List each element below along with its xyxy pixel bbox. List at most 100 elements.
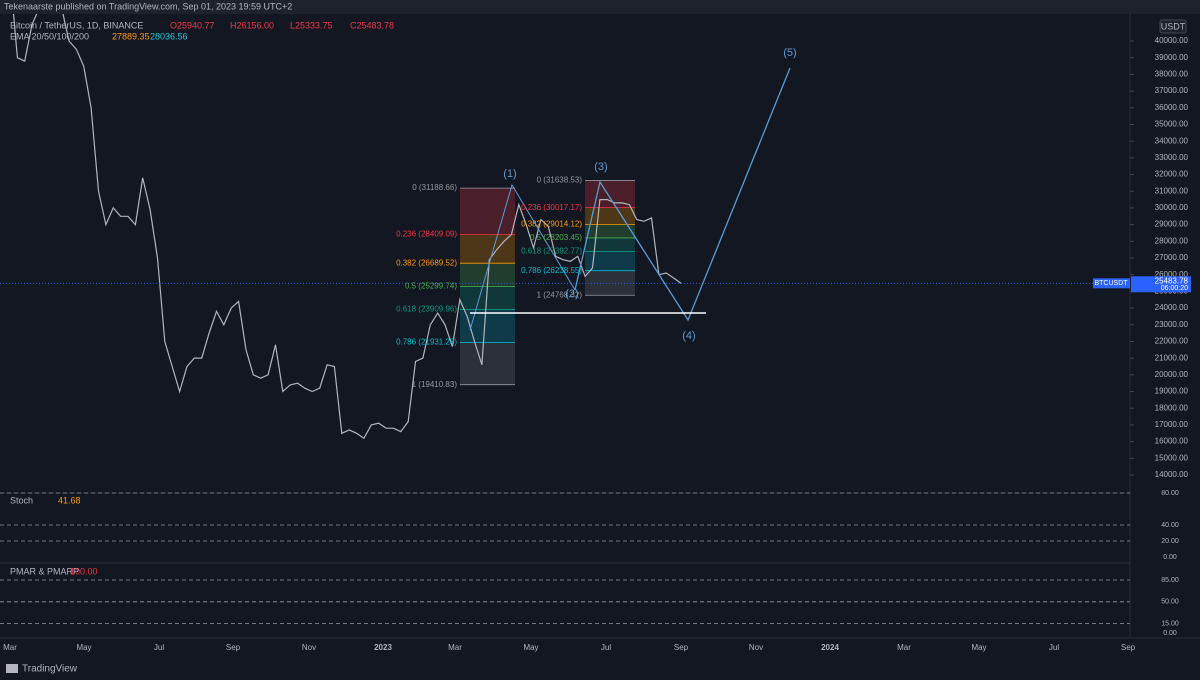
x-tick-label: Mar [448, 643, 462, 652]
fib-label: 0.618 (23909.96) [396, 305, 457, 314]
x-tick-label: Jul [601, 643, 611, 652]
main-pane [0, 14, 1130, 440]
countdown: 06:00:20 [1161, 285, 1188, 292]
x-tick-label: Jul [154, 643, 164, 652]
x-tick-label: Nov [749, 643, 763, 652]
x-tick-label: Mar [3, 643, 17, 652]
y-tick-label: 14000.00 [1155, 470, 1189, 479]
fib-band [585, 224, 635, 238]
y-tick-label: 39000.00 [1155, 53, 1189, 62]
y-tick-label: 15000.00 [1155, 453, 1189, 462]
x-tick-label: May [76, 643, 91, 652]
fib-band [585, 251, 635, 271]
level-label: 40.00 [1161, 522, 1179, 529]
x-tick-label: May [971, 643, 986, 652]
level-label: 20.00 [1161, 538, 1179, 545]
ohlc: C25483.78 [350, 20, 394, 30]
fib-label: 0.5 (28203.45) [530, 233, 582, 242]
y-tick-label: 37000.00 [1155, 86, 1189, 95]
fib-band [460, 188, 515, 235]
currency[interactable]: USDT [1161, 21, 1186, 31]
y-tick-label: 26000.00 [1155, 270, 1189, 279]
top-bar [0, 0, 1200, 14]
y-tick-label: 27000.00 [1155, 253, 1189, 262]
ema-value: 27889.35 [112, 31, 150, 41]
brand-logo[interactable] [6, 664, 18, 673]
x-tick-label: Mar [897, 643, 911, 652]
wave-projection [574, 67, 791, 322]
level-label: 85.00 [1161, 577, 1179, 584]
y-tick-label: 35000.00 [1155, 120, 1189, 129]
y-tick-label: 21000.00 [1155, 353, 1189, 362]
fib-label: 0.236 (28409.09) [396, 230, 457, 239]
last-price-tag [1131, 276, 1191, 293]
price-line [12, 14, 682, 440]
y-tick-label: 32000.00 [1155, 170, 1189, 179]
fib-label: 0.382 (29014.12) [521, 219, 582, 228]
fib-label: 0.5 (25299.74) [405, 281, 457, 290]
y-tick-label: 31000.00 [1155, 186, 1189, 195]
x-tick-label: May [523, 643, 538, 652]
x-tick-label: 2023 [374, 643, 392, 652]
fib-label: 1 (24768.32) [537, 290, 583, 299]
y-tick-label: 23000.00 [1155, 320, 1189, 329]
y-tick-label: 28000.00 [1155, 236, 1189, 245]
fib-label: 0 (31638.53) [537, 176, 583, 185]
ohlc: H26156.00 [230, 20, 274, 30]
x-tick-label: Sep [226, 643, 241, 652]
y-tick-label: 34000.00 [1155, 136, 1189, 145]
level-label: 80.00 [1161, 490, 1179, 497]
fib-label: 0.382 (26689.52) [396, 258, 457, 267]
level-label: 0.00 [1163, 554, 1177, 561]
fib-label: 1 (19410.83) [412, 380, 458, 389]
fib-label: 0.618 (27392.77) [521, 247, 582, 256]
y-tick-label: 40000.00 [1155, 36, 1189, 45]
wave-label: (4) [682, 330, 695, 342]
wave-label: (3) [594, 161, 607, 173]
stoch-value: 41.68 [58, 495, 81, 505]
ema-label: EMA 20/50/100/200 [10, 31, 89, 41]
symbol-tag-text: BTCUSDT [1094, 280, 1128, 287]
fib-label: 0.786 (21931.28) [396, 338, 457, 347]
fib-band [460, 309, 515, 343]
symbol: Bitcoin / TetherUS, 1D, BINANCE [10, 20, 143, 30]
level-label: 0.00 [1163, 630, 1177, 637]
wave-label: (1) [503, 168, 516, 180]
y-tick-label: 19000.00 [1155, 387, 1189, 396]
last-price-label: 25483.78 [1155, 276, 1189, 285]
publisher: Tekenaarste published on TradingView.com… [4, 1, 292, 11]
symbol-tag [1093, 278, 1130, 289]
x-tick-label: 2024 [821, 643, 839, 652]
y-tick-label: 22000.00 [1155, 337, 1189, 346]
pmarp-title: PMAR & PMARP [10, 566, 79, 576]
y-tick-label: 24000.00 [1155, 303, 1189, 312]
x-tick-label: Sep [674, 643, 689, 652]
fib-label: 0.236 (30017.17) [521, 203, 582, 212]
x-tick-label: Jul [1049, 643, 1059, 652]
y-tick-label: 18000.00 [1155, 403, 1189, 412]
y-tick-label: 33000.00 [1155, 153, 1189, 162]
fib-label: 0.786 (26238.55) [521, 266, 582, 275]
x-tick-label: Sep [1121, 643, 1136, 652]
ohlc: L25333.75 [290, 20, 333, 30]
y-tick-label: 17000.00 [1155, 420, 1189, 429]
y-tick-label: 16000.00 [1155, 437, 1189, 446]
wave-path [469, 183, 576, 331]
y-tick-label: 30000.00 [1155, 203, 1189, 212]
level-label: 50.00 [1161, 599, 1179, 606]
stoch-title: Stoch [10, 495, 33, 505]
brand[interactable]: TradingView [22, 664, 78, 675]
ema-value: 28036.56 [150, 31, 188, 41]
wave-label: (5) [783, 47, 796, 59]
y-tick-label: 20000.00 [1155, 370, 1189, 379]
y-tick-label: 29000.00 [1155, 220, 1189, 229]
fib-band [460, 286, 515, 310]
ohlc: O25940.77 [170, 20, 215, 30]
fib-band [460, 263, 515, 287]
level-label: 15.00 [1161, 620, 1179, 627]
x-tick-label: Nov [302, 643, 316, 652]
currency-box[interactable] [1159, 19, 1187, 34]
fib-band [585, 180, 635, 208]
